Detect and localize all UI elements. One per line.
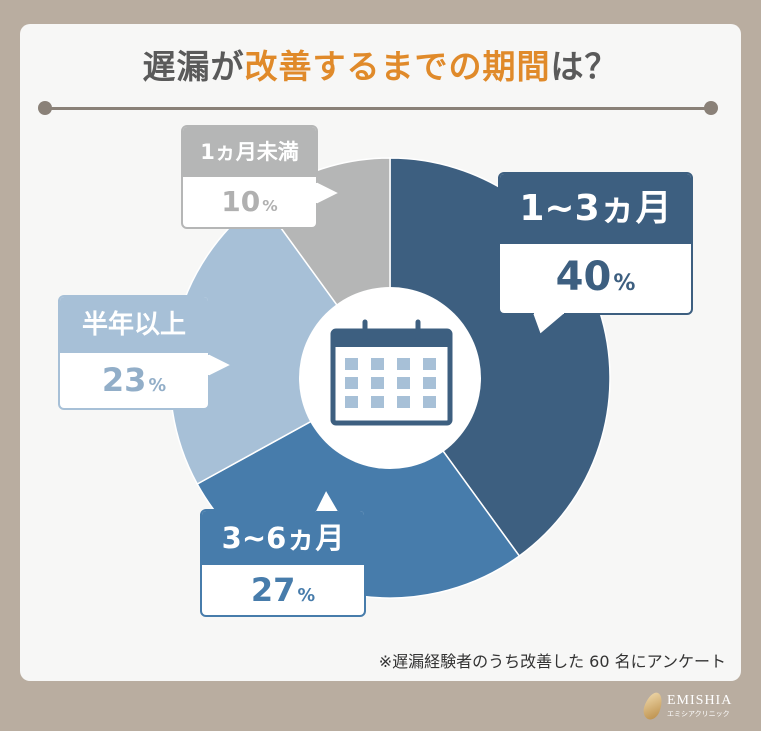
calendar-cell [345,358,358,370]
brand-mark-icon [640,690,666,722]
calendar-cell [345,377,358,389]
calendar-cell [397,358,410,370]
label-over-half-year: 半年以上 23% [58,295,235,410]
label-3-6-months-head: 3~6ヵ月 [202,511,364,565]
label-1-3-months: 1~3ヵ月 40% [498,172,693,337]
calendar-cell [371,396,384,408]
label-pointer [316,179,343,207]
calendar-cell [345,396,358,408]
label-pointer [208,351,235,379]
divider-dot-right [704,101,718,115]
brand-name: EMISHIA [667,693,733,708]
calendar-cell [371,377,384,389]
label-3-6-months: 3~6ヵ月 27% [200,487,366,617]
label-1-3-months-head: 1~3ヵ月 [500,174,691,244]
label-1-3-months-value: 40% [555,254,636,300]
label-pointer [312,487,342,513]
label-3-6-months-value: 27% [250,571,316,609]
page-title: 遅漏が改善するまでの期間は？ [142,47,619,86]
calendar-cell [423,358,436,370]
label-over-half-year-value: 23% [101,361,167,399]
calendar-cell [423,377,436,389]
calendar-icon [330,319,453,426]
calendar-cell [423,396,436,408]
title-divider [46,107,712,110]
footnote: ※遅漏経験者のうち改善した 60 名にアンケート [378,652,726,671]
brand-sub: エミシアクリニック [667,710,730,718]
divider-dot-left [38,101,52,115]
label-pointer [532,313,568,337]
brand-logo: EMISHIA エミシアクリニック [640,688,733,724]
label-under-1-month-head: 1ヵ月未満 [183,127,316,177]
label-under-1-month-value: 10% [221,185,278,218]
label-over-half-year-head: 半年以上 [60,297,208,353]
calendar-cell [397,377,410,389]
label-under-1-month: 1ヵ月未満 10% [181,125,343,229]
calendar-cell [397,396,410,408]
calendar-cell [371,358,384,370]
